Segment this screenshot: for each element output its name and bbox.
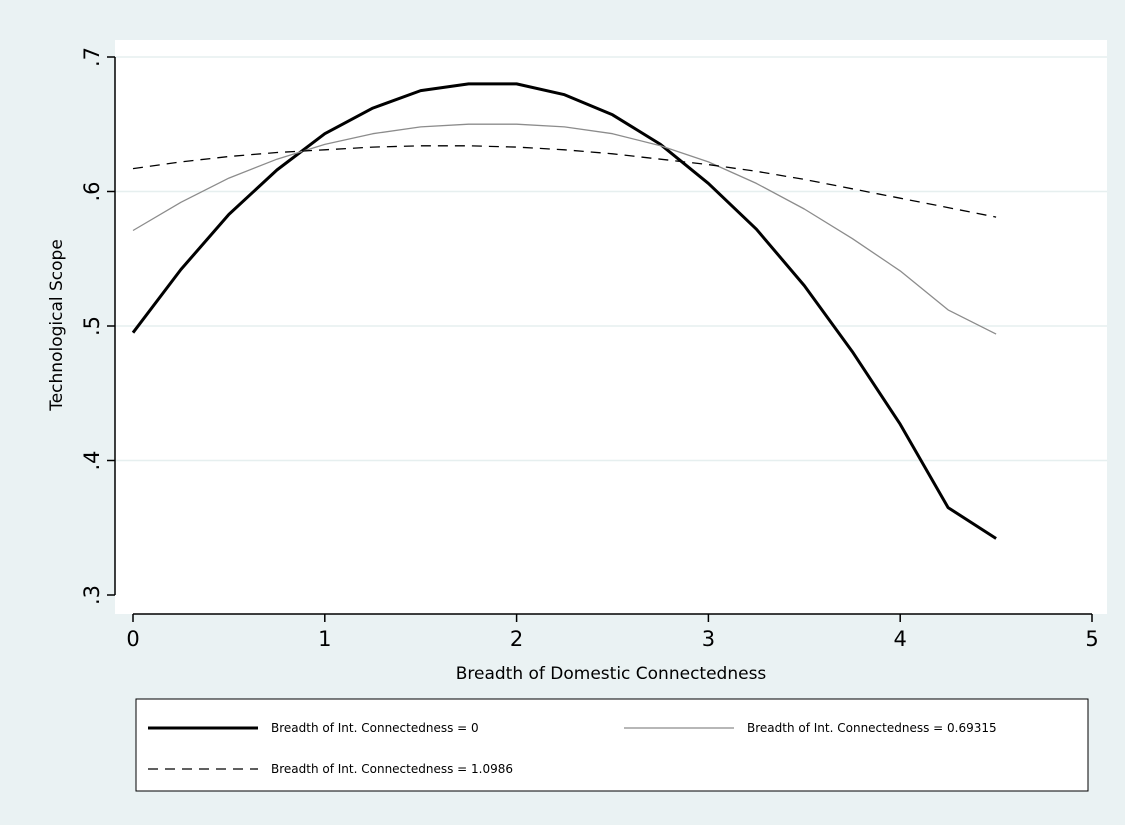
x-axis-title: Breadth of Domestic Connectedness xyxy=(456,664,767,684)
x-tick-label: 5 xyxy=(1085,627,1098,651)
legend-label: Breadth of Int. Connectedness = 0.69315 xyxy=(747,721,997,735)
legend-label: Breadth of Int. Connectedness = 1.0986 xyxy=(271,762,513,776)
legend: Breadth of Int. Connectedness = 0 Breadth… xyxy=(148,721,997,776)
legend-label: Breadth of Int. Connectedness = 0 xyxy=(271,721,479,735)
x-tick-label: 3 xyxy=(702,627,715,651)
grid xyxy=(115,56,1107,462)
plot-background xyxy=(115,40,1107,614)
y-axis-title: Technological Scope xyxy=(47,239,67,412)
series-line xyxy=(132,145,997,218)
y-tick-label: .4 xyxy=(80,450,104,470)
x-tick-label: 1 xyxy=(318,627,331,651)
series-line xyxy=(131,82,997,540)
x-tick-label: 2 xyxy=(510,627,523,651)
y-tick-label: .5 xyxy=(80,316,104,336)
y-tick-label: .3 xyxy=(80,585,104,605)
series-line xyxy=(132,123,997,335)
x-tick-label: 0 xyxy=(126,627,139,651)
series-lines xyxy=(131,82,997,540)
axes: 0 1 2 3 4 5 .3 .4 .5 .6 .7 xyxy=(80,47,1099,651)
legend-box xyxy=(135,698,1089,792)
y-tick-label: .7 xyxy=(80,47,104,67)
x-tick-label: 4 xyxy=(894,627,907,651)
y-tick-label: .6 xyxy=(80,181,104,201)
